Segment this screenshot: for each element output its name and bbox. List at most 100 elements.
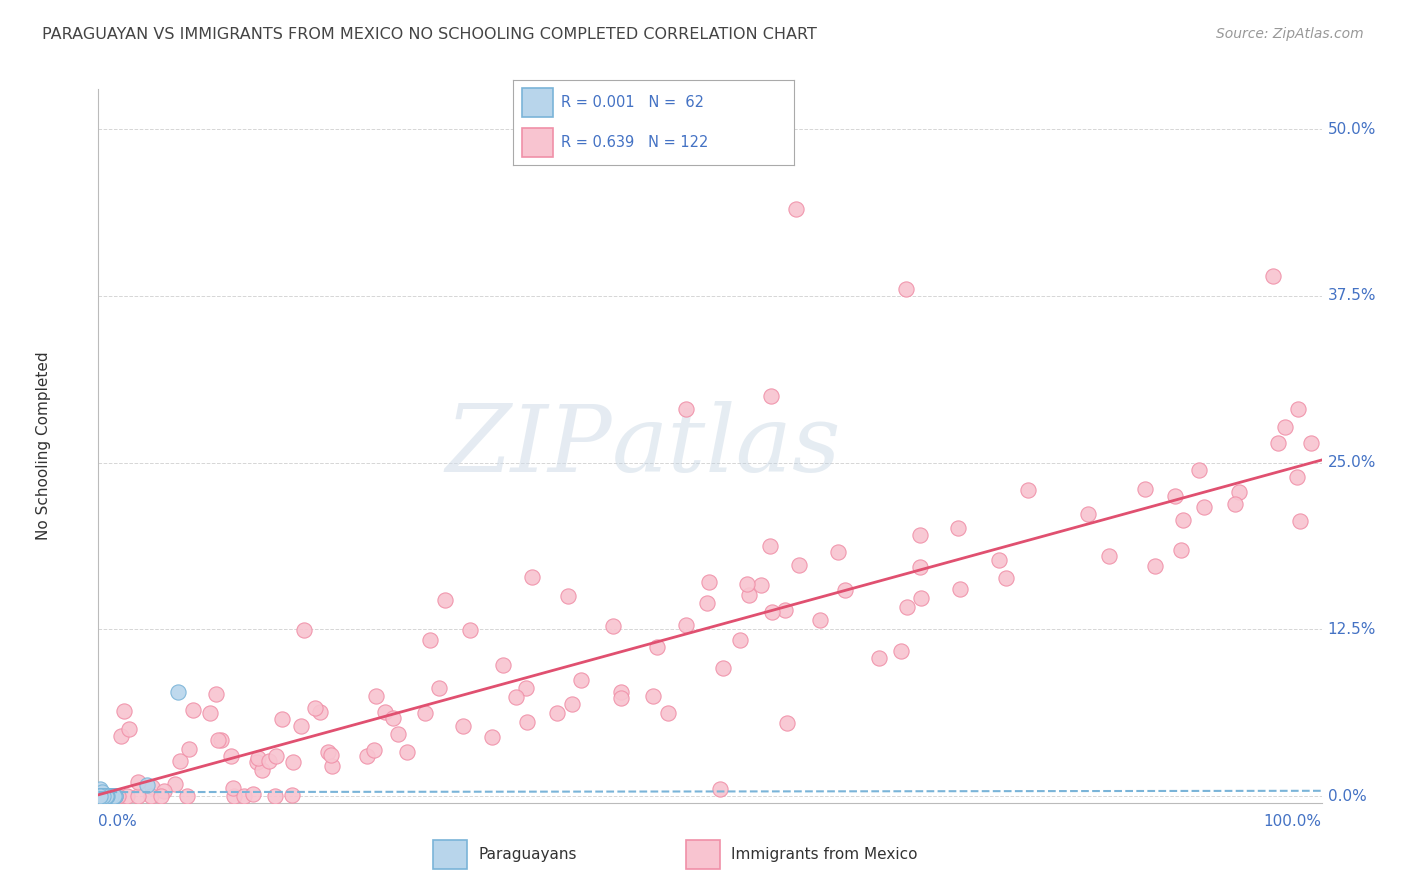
Point bbox=[520, 569, 543, 583]
Point bbox=[91, 785, 114, 799]
Point bbox=[93, 789, 115, 804]
Point bbox=[222, 789, 245, 804]
Point bbox=[105, 789, 128, 804]
Point bbox=[561, 697, 583, 711]
Point bbox=[1299, 436, 1322, 450]
Point bbox=[91, 789, 114, 804]
Point bbox=[696, 596, 718, 610]
Point bbox=[557, 589, 579, 603]
Point bbox=[165, 777, 187, 791]
Point bbox=[90, 789, 112, 804]
Point bbox=[481, 731, 503, 745]
Point bbox=[1227, 484, 1250, 499]
Point bbox=[1133, 482, 1156, 496]
Point bbox=[675, 402, 697, 417]
Point bbox=[458, 623, 481, 637]
Point bbox=[711, 661, 734, 675]
Point bbox=[89, 789, 111, 804]
Point bbox=[139, 789, 162, 804]
Text: 0.0%: 0.0% bbox=[1327, 789, 1367, 804]
Point bbox=[96, 789, 118, 804]
Point bbox=[761, 605, 783, 619]
Text: Immigrants from Mexico: Immigrants from Mexico bbox=[731, 847, 918, 862]
Text: PARAGUAYAN VS IMMIGRANTS FROM MEXICO NO SCHOOLING COMPLETED CORRELATION CHART: PARAGUAYAN VS IMMIGRANTS FROM MEXICO NO … bbox=[42, 27, 817, 42]
Point bbox=[91, 789, 114, 804]
Point bbox=[91, 789, 114, 804]
Point bbox=[169, 754, 191, 768]
Text: 100.0%: 100.0% bbox=[1264, 814, 1322, 829]
Text: 0.0%: 0.0% bbox=[98, 814, 138, 829]
Point bbox=[427, 681, 450, 695]
Point bbox=[761, 389, 783, 403]
Point bbox=[104, 789, 127, 804]
Point bbox=[321, 759, 343, 773]
Point bbox=[90, 789, 112, 804]
Point bbox=[94, 789, 117, 804]
Point bbox=[827, 544, 849, 558]
Text: R = 0.001   N =  62: R = 0.001 N = 62 bbox=[561, 95, 704, 110]
Point bbox=[1171, 513, 1194, 527]
Point bbox=[1188, 463, 1211, 477]
Point bbox=[100, 789, 122, 804]
Point bbox=[89, 789, 111, 804]
Point bbox=[96, 789, 118, 804]
Point bbox=[270, 712, 292, 726]
Point bbox=[100, 789, 122, 804]
Point bbox=[364, 690, 387, 704]
Point bbox=[167, 685, 190, 699]
Point bbox=[103, 789, 125, 804]
Point bbox=[1144, 559, 1167, 574]
Point bbox=[89, 789, 111, 804]
Point bbox=[896, 600, 918, 615]
Point bbox=[675, 618, 697, 632]
Text: ZIP: ZIP bbox=[446, 401, 612, 491]
Point bbox=[1274, 420, 1296, 434]
Text: Paraguayans: Paraguayans bbox=[478, 847, 576, 862]
Point bbox=[127, 789, 149, 804]
Point bbox=[101, 789, 124, 804]
Point bbox=[609, 691, 631, 706]
Point bbox=[89, 789, 111, 804]
Point bbox=[505, 690, 527, 705]
Point bbox=[246, 755, 269, 769]
Point bbox=[90, 789, 112, 804]
Point bbox=[93, 789, 115, 804]
Point bbox=[90, 789, 112, 804]
Point bbox=[90, 789, 112, 804]
FancyBboxPatch shape bbox=[522, 128, 553, 157]
Point bbox=[910, 591, 932, 605]
Point bbox=[96, 789, 118, 804]
Point bbox=[97, 789, 120, 804]
Point bbox=[141, 780, 163, 794]
Point bbox=[374, 705, 396, 719]
Point bbox=[205, 686, 228, 700]
Point bbox=[153, 784, 176, 798]
Point bbox=[451, 719, 474, 733]
Point bbox=[363, 742, 385, 756]
Point bbox=[93, 789, 115, 804]
Point bbox=[89, 782, 111, 797]
Point bbox=[738, 588, 761, 602]
Point bbox=[396, 746, 419, 760]
Point bbox=[89, 789, 111, 804]
FancyBboxPatch shape bbox=[433, 840, 467, 870]
Point bbox=[316, 745, 339, 759]
Point bbox=[1163, 489, 1185, 503]
Text: 25.0%: 25.0% bbox=[1327, 455, 1376, 470]
Point bbox=[834, 583, 856, 598]
Point bbox=[89, 789, 111, 804]
Point bbox=[242, 787, 264, 801]
Point bbox=[104, 789, 127, 804]
Point bbox=[434, 593, 457, 607]
Point bbox=[89, 789, 111, 804]
Point bbox=[198, 706, 221, 720]
Point bbox=[894, 282, 917, 296]
Point bbox=[207, 732, 229, 747]
Point bbox=[728, 633, 751, 648]
Point bbox=[1289, 514, 1312, 528]
Point bbox=[382, 711, 405, 725]
Point bbox=[569, 673, 592, 687]
Point bbox=[304, 700, 326, 714]
Point bbox=[89, 789, 111, 804]
Point bbox=[1223, 497, 1246, 511]
